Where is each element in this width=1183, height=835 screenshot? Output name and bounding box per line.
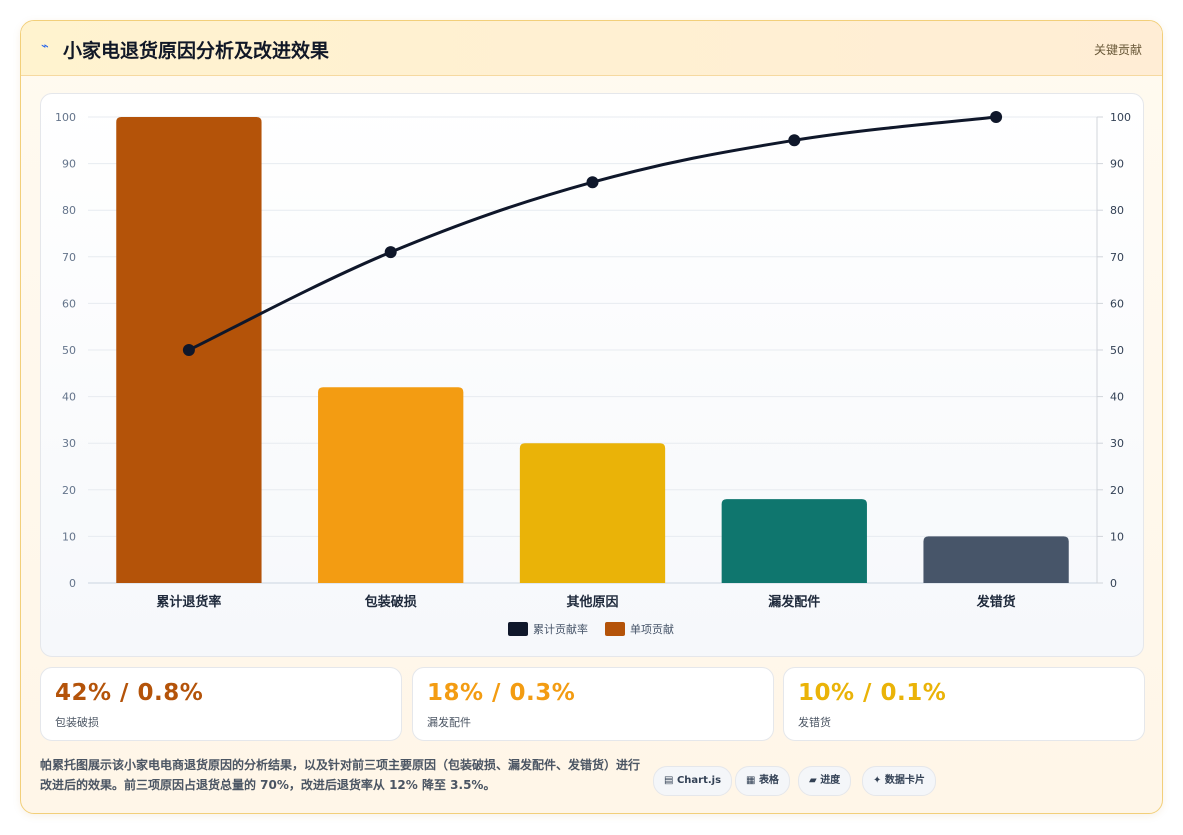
bar (721, 499, 867, 583)
chart-icon: ▤ (664, 775, 674, 786)
kpi-label: 漏发配件 (427, 716, 471, 729)
x-tick-label: 发错货 (976, 594, 1016, 610)
bar (923, 536, 1069, 583)
kpi-value: 18% / 0.3% (427, 680, 576, 706)
kpi-card: 10% / 0.1% 发错货 (783, 667, 1145, 741)
y-tick-label: 70 (62, 251, 76, 264)
header-badge: 关键贡献 (1093, 43, 1142, 57)
y2-tick-label: 80 (1110, 204, 1124, 217)
kpi-label: 包装破损 (55, 716, 99, 729)
kpi-card: 42% / 0.8% 包装破损 (40, 667, 402, 741)
chip-label: Chart.js (676, 775, 722, 786)
y2-tick-label: 70 (1110, 251, 1124, 264)
chip-label: 数据卡片 (884, 775, 925, 786)
legend-label: 累计贡献率 (533, 622, 588, 636)
chart-icon: ⌁ (41, 39, 49, 54)
chart-card: ⌁ 小家电退货原因分析及改进效果 关键贡献 0 10 20 30 40 50 60 70 80 9… (20, 20, 1163, 814)
line-point (384, 246, 397, 259)
series-line (188, 115, 997, 352)
bar (519, 443, 666, 583)
chip-data-card[interactable]: ✦ 数据卡片 (862, 766, 936, 796)
bar (318, 387, 464, 583)
sparkle-icon: ✦ (873, 775, 882, 786)
y-tick-label: 40 (62, 391, 76, 404)
line-point (990, 111, 1003, 123)
chip-chartjs[interactable]: ▤ Chart.js (653, 766, 733, 796)
kpi-value: 42% / 0.8% (55, 680, 204, 706)
progress-icon: ▰ (809, 775, 817, 786)
y2-tick-label: 100 (1110, 111, 1131, 124)
kpi-value: 10% / 0.1% (798, 680, 947, 706)
y-tick-label: 100 (55, 111, 76, 124)
y2-tick-label: 0 (1110, 577, 1117, 590)
legend-swatch (605, 622, 625, 636)
y2-tick-label: 90 (1110, 158, 1124, 171)
chart-panel: 0 10 20 30 40 50 60 70 80 90 100 0 10 20 30 40 50 60 70 80 9… (40, 93, 1144, 657)
y2-tick-label: 20 (1110, 484, 1124, 497)
x-tick-label: 其他原因 (566, 594, 618, 610)
y-tick-label: 50 (62, 344, 76, 357)
x-tick-label: 包装破损 (365, 594, 417, 610)
line-point (182, 344, 195, 356)
chip-table[interactable]: ▦ 表格 (735, 766, 790, 796)
kpi-label: 发错货 (798, 716, 831, 729)
page-title: 小家电退货原因分析及改进效果 (63, 40, 330, 62)
chip-label: 表格 (758, 775, 779, 786)
y-tick-label: 0 (69, 577, 76, 590)
y-tick-label: 30 (62, 437, 76, 450)
line-point (586, 176, 599, 189)
y2-tick-label: 10 (1110, 530, 1124, 543)
y-tick-label: 60 (62, 297, 76, 310)
y-tick-label: 10 (62, 530, 76, 543)
y-tick-label: 80 (62, 204, 76, 217)
legend-label: 单项贡献 (630, 622, 674, 636)
pareto-chart: 0 10 20 30 40 50 60 70 80 90 100 0 10 20 30 40 50 60 70 80 9… (55, 111, 1131, 636)
line-point (788, 134, 801, 147)
y2-tick-label: 50 (1110, 344, 1124, 357)
y2-tick-label: 40 (1110, 391, 1124, 404)
legend-swatch (508, 622, 528, 636)
x-tick-label: 漏发配件 (768, 594, 820, 610)
y-tick-label: 90 (62, 158, 76, 171)
table-icon: ▦ (746, 775, 756, 786)
x-tick-label: 累计退货率 (156, 594, 221, 610)
chip-progress[interactable]: ▰ 进度 (798, 766, 852, 796)
y2-tick-label: 60 (1110, 297, 1124, 310)
y2-tick-label: 30 (1110, 437, 1124, 450)
chip-label: 进度 (820, 775, 841, 786)
y-tick-label: 20 (62, 484, 76, 497)
kpi-card: 18% / 0.3% 漏发配件 (412, 667, 774, 741)
card-header: ⌁ 小家电退货原因分析及改进效果 关键贡献 (21, 21, 1162, 76)
footer-description: 帕累托图展示该小家电电商退货原因的分析结果，以及针对前三项主要原因（包装破损、漏… (40, 758, 641, 792)
